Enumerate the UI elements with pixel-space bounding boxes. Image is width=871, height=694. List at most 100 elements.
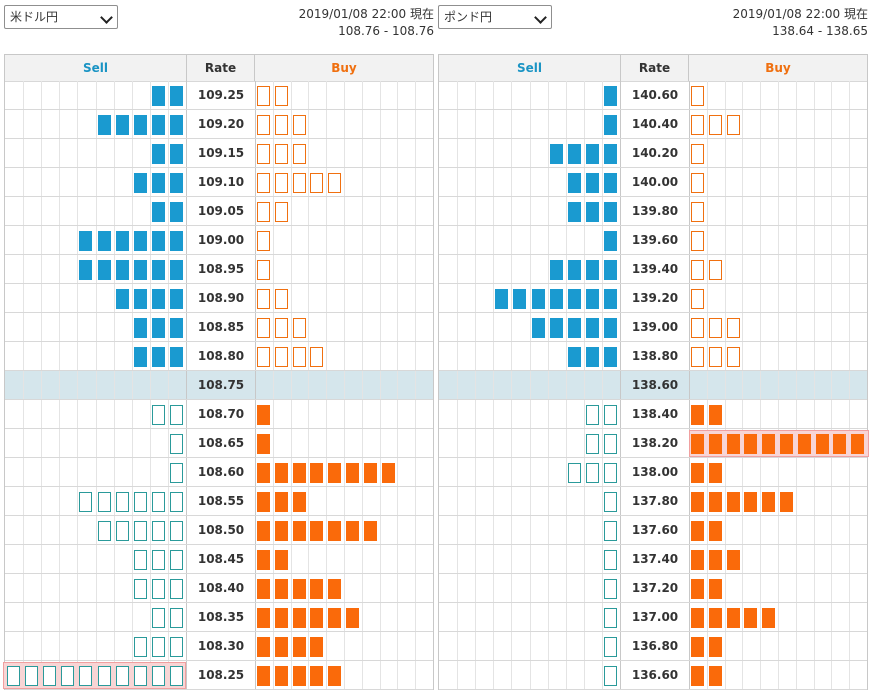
grid-line	[397, 313, 398, 341]
table-row: 140.40	[439, 110, 867, 139]
buy-header: Buy	[331, 61, 357, 75]
grid-line	[778, 632, 779, 660]
grid-line	[132, 81, 133, 109]
grid-line	[291, 400, 292, 428]
grid-line	[326, 458, 327, 486]
grid-line	[814, 226, 815, 254]
buy-position-block	[691, 637, 704, 657]
grid-line	[475, 313, 476, 341]
grid-line	[584, 313, 585, 341]
grid-line	[742, 661, 743, 689]
grid-line	[23, 342, 24, 370]
grid-line	[41, 110, 42, 138]
grid-line	[725, 139, 726, 167]
grid-line	[114, 429, 115, 457]
buy-position-block	[346, 521, 359, 541]
grid-line	[530, 81, 531, 109]
grid-line	[511, 313, 512, 341]
grid-line	[114, 168, 115, 196]
buy-cell	[255, 574, 433, 602]
sell-position-block	[25, 666, 38, 686]
sell-order-block	[604, 231, 617, 251]
grid-line	[77, 313, 78, 341]
pair-select-gbpjpy[interactable]: ポンド円	[438, 5, 552, 29]
grid-line	[308, 342, 309, 370]
grid-line	[41, 255, 42, 283]
grid-line	[41, 313, 42, 341]
grid-line	[493, 197, 494, 225]
grid-line	[96, 574, 97, 602]
grid-line	[96, 458, 97, 486]
grid-line	[814, 458, 815, 486]
sell-position-block	[152, 492, 165, 512]
order-book-table: Sell Rate Buy 109.25 109.20 109.15 109.10 109.0…	[3, 54, 434, 690]
grid-line	[725, 661, 726, 689]
grid-line	[96, 371, 97, 399]
sell-order-block	[532, 318, 545, 338]
grid-line	[548, 81, 549, 109]
sell-cell	[5, 458, 186, 486]
grid-line	[291, 429, 292, 457]
grid-line	[457, 632, 458, 660]
buy-order-block	[275, 115, 288, 135]
sell-order-block	[134, 347, 147, 367]
buy-cell	[689, 516, 867, 544]
buy-position-block	[709, 521, 722, 541]
grid-line	[602, 429, 603, 457]
grid-line	[168, 516, 169, 544]
grid-line	[344, 342, 345, 370]
grid-line	[725, 168, 726, 196]
sell-position-block	[152, 579, 165, 599]
grid-line	[59, 139, 60, 167]
grid-line	[150, 110, 151, 138]
grid-line	[380, 574, 381, 602]
buy-position-block	[744, 608, 757, 628]
rate-value: 108.40	[186, 574, 256, 602]
grid-line	[760, 545, 761, 573]
buy-position-block	[709, 492, 722, 512]
sell-cell	[439, 487, 620, 515]
grid-line	[114, 197, 115, 225]
buy-cell	[689, 168, 867, 196]
grid-line	[344, 487, 345, 515]
buy-position-block	[257, 579, 270, 599]
grid-line	[291, 255, 292, 283]
grid-line	[77, 226, 78, 254]
grid-line	[308, 197, 309, 225]
grid-line	[707, 110, 708, 138]
order-book-table: Sell Rate Buy 140.60 140.40 140.20 140.00 139.8…	[438, 54, 869, 690]
pair-select-usdjpy[interactable]: 米ドル円	[4, 5, 118, 29]
grid-line	[132, 197, 133, 225]
sell-order-block	[586, 318, 599, 338]
buy-position-block	[275, 463, 288, 483]
sell-order-block	[116, 231, 129, 251]
grid-line	[778, 545, 779, 573]
buy-cell	[255, 110, 433, 138]
grid-line	[96, 110, 97, 138]
grid-line	[760, 371, 761, 399]
grid-line	[326, 139, 327, 167]
grid-line	[457, 371, 458, 399]
buy-position-block	[293, 492, 306, 512]
buy-cell	[689, 545, 867, 573]
grid-line	[77, 110, 78, 138]
grid-line	[308, 400, 309, 428]
grid-line	[584, 226, 585, 254]
sell-order-block	[152, 173, 165, 193]
buy-position-block	[293, 521, 306, 541]
grid-line	[725, 545, 726, 573]
grid-line	[114, 458, 115, 486]
grid-line	[475, 139, 476, 167]
sell-order-block	[152, 86, 165, 106]
rate-value: 140.60	[620, 81, 690, 109]
grid-line	[725, 313, 726, 341]
grid-line	[707, 458, 708, 486]
grid-line	[566, 574, 567, 602]
grid-line	[511, 371, 512, 399]
grid-line	[566, 487, 567, 515]
grid-line	[150, 487, 151, 515]
grid-line	[602, 574, 603, 602]
grid-line	[849, 110, 850, 138]
grid-line	[23, 603, 24, 631]
grid-line	[530, 168, 531, 196]
